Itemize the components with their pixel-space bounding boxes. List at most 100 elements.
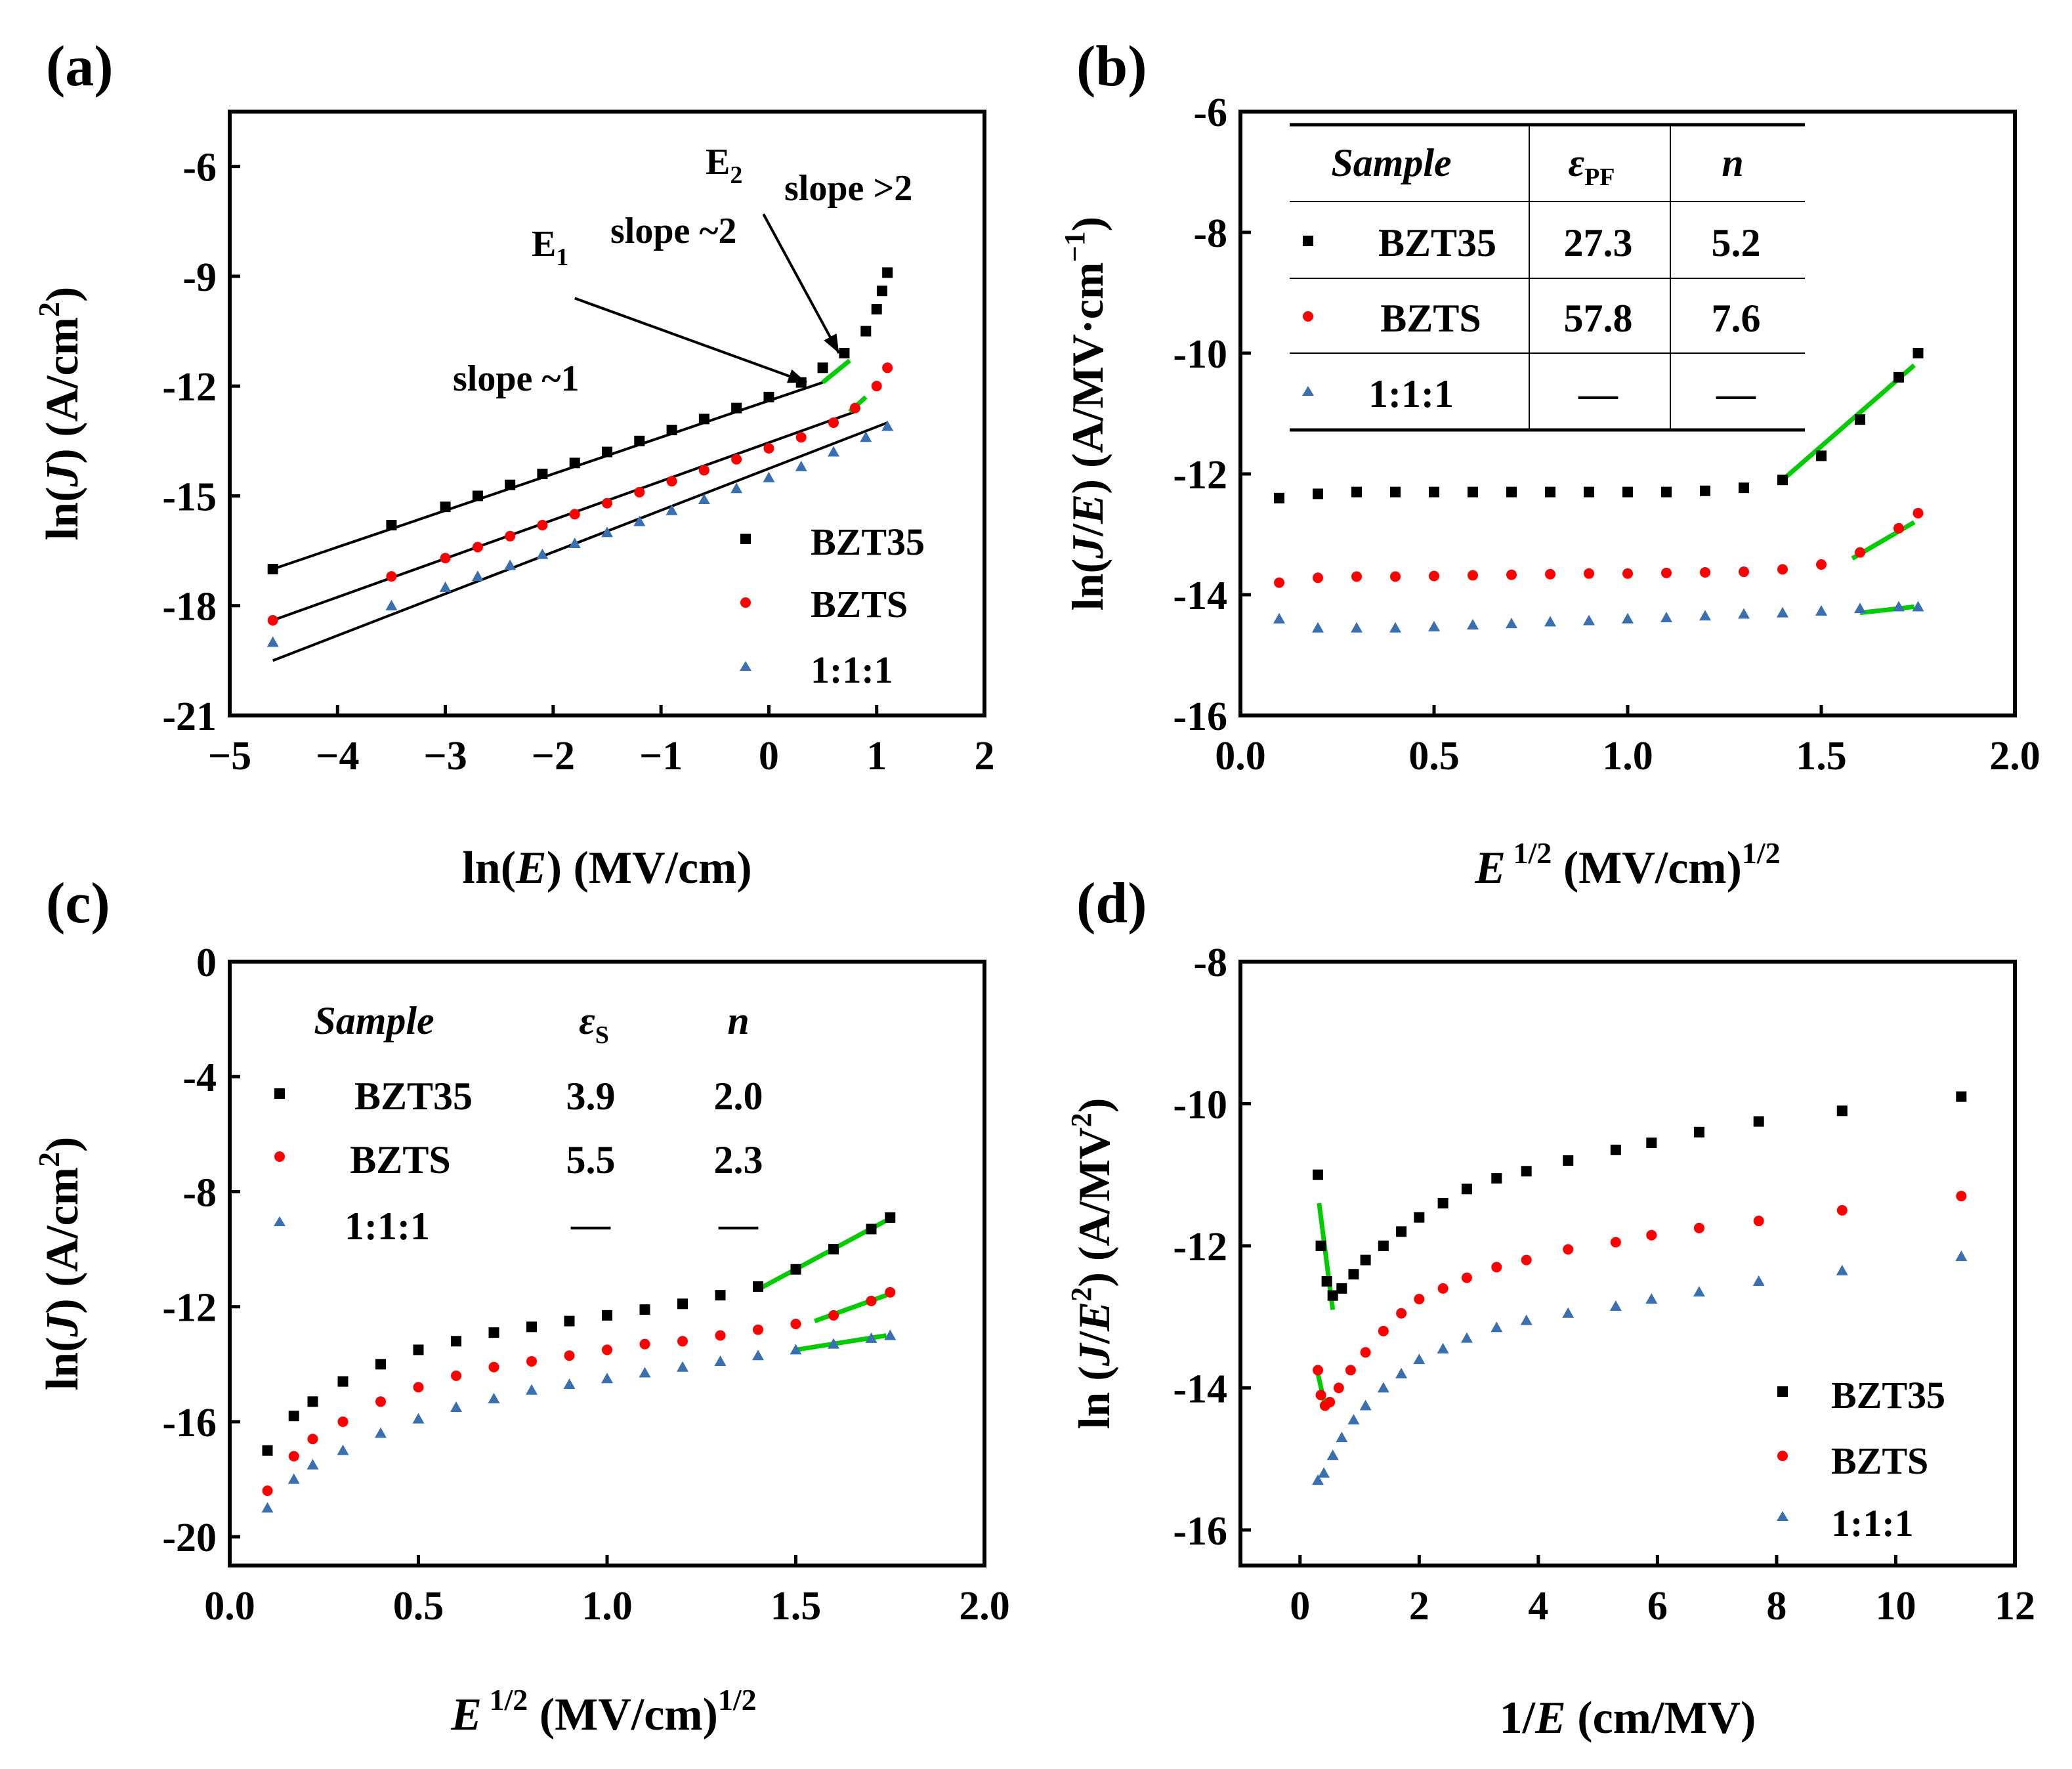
- data-point-a-BZT35: [537, 469, 548, 479]
- plot-layer-d: 0 2 4 6 8 10 12 -16 -14 -12 -10 -8: [1173, 941, 2035, 1629]
- x-tick-label-b: 1.0: [1602, 734, 1653, 778]
- table-c-r1c2: 2.3: [714, 1138, 763, 1182]
- data-point-b-BZT35: [1855, 414, 1865, 425]
- data-point-a-BZTS: [828, 417, 839, 428]
- data-point-d-111: [1395, 1367, 1408, 1378]
- data-point-a-111: [601, 526, 613, 538]
- data-point-c-BZT35: [564, 1315, 575, 1327]
- data-point-a-111: [666, 504, 678, 515]
- legend-d-marker-111: [1777, 1511, 1788, 1521]
- data-point-d-BZTS: [1396, 1308, 1407, 1319]
- data-point-b-BZTS: [1390, 571, 1401, 582]
- axes-frame-c: [228, 960, 986, 1567]
- x-axis-label-a: ln(E) (MV/cm): [462, 843, 751, 893]
- data-point-b-BZT35: [1913, 348, 1924, 358]
- data-point-a-BZTS: [731, 454, 742, 465]
- data-point-d-BZTS: [1521, 1254, 1532, 1266]
- x-tick-label-d: 2: [1409, 1584, 1429, 1629]
- y-tick-label-b: -6: [1193, 91, 1227, 135]
- data-point-c-BZTS: [790, 1319, 801, 1329]
- data-point-d-111: [1460, 1332, 1473, 1343]
- data-point-b-BZTS: [1506, 569, 1517, 580]
- data-point-d-111: [1312, 1474, 1324, 1485]
- panel-label-a: (a): [46, 35, 114, 98]
- data-point-c-BZTS: [564, 1350, 575, 1361]
- data-point-b-BZTS: [1622, 568, 1633, 579]
- data-point-b-BZTS: [1351, 571, 1362, 582]
- data-point-c-111: [865, 1332, 877, 1343]
- data-point-d-111: [1836, 1264, 1848, 1275]
- data-point-c-BZT35: [828, 1244, 839, 1255]
- data-point-b-BZTS: [1661, 567, 1672, 578]
- panel-c: (c) 0.0 0.5 1.0 1.5 2.0 -20 -16 -12 -8 -4 0 ln(J) …: [32, 872, 1010, 1740]
- data-point-a-111: [881, 420, 894, 431]
- y-tick-label-a: -6: [182, 146, 217, 190]
- data-point-b-BZT35: [1816, 450, 1827, 461]
- data-point-c-111: [601, 1373, 613, 1384]
- fit-line-c: [757, 1218, 888, 1292]
- data-point-d-BZT35: [1313, 1169, 1323, 1180]
- table-c-marker-bzts: [274, 1151, 285, 1162]
- data-point-d-BZTS: [1437, 1283, 1448, 1294]
- data-point-c-BZT35: [288, 1411, 299, 1422]
- x-tick-label-c: 0.5: [393, 1584, 444, 1629]
- data-point-c-111: [337, 1444, 349, 1455]
- data-point-a-111: [763, 471, 775, 482]
- data-point-b-BZT35: [1351, 486, 1362, 498]
- x-tick-label-a: −5: [208, 734, 251, 778]
- data-point-a-BZT35: [731, 402, 742, 414]
- data-point-c-BZTS: [262, 1485, 273, 1497]
- data-point-b-BZTS: [1700, 566, 1710, 578]
- y-tick-label-c: -12: [162, 1286, 217, 1331]
- data-point-a-BZT35: [472, 490, 483, 501]
- y-tick-label-c: -16: [162, 1401, 217, 1445]
- data-point-b-BZT35: [1700, 485, 1710, 496]
- data-point-a-BZT35: [876, 286, 887, 297]
- x-tick-label-b: 1.5: [1796, 734, 1847, 778]
- x-tick-label-a: −2: [532, 734, 575, 778]
- data-point-d-BZT35: [1321, 1276, 1332, 1287]
- table-b-r0c2: 5.2: [1712, 221, 1761, 265]
- panel-label-d: (d): [1076, 872, 1147, 935]
- x-tick-label-d: 0: [1290, 1584, 1310, 1629]
- data-point-c-BZTS: [307, 1434, 318, 1445]
- data-point-c-BZT35: [715, 1290, 726, 1301]
- y-axis-label-d: ln (J/E2) (A/MV2): [1065, 1098, 1119, 1430]
- data-point-d-BZT35: [1348, 1269, 1359, 1280]
- y-tick-label-a: -12: [162, 365, 217, 410]
- data-point-b-BZT35: [1777, 475, 1788, 486]
- table-b-r2c2: —: [1716, 372, 1756, 416]
- data-point-c-111: [307, 1459, 319, 1470]
- data-point-a-BZT35: [860, 326, 872, 337]
- table-c-r2c1: —: [570, 1203, 611, 1246]
- legend-d-marker-bzt35: [1777, 1386, 1788, 1397]
- data-point-d-111: [1318, 1467, 1330, 1478]
- data-point-b-BZTS: [1468, 570, 1478, 581]
- panel-label-c: (c): [46, 872, 110, 935]
- legend-label-111: 1:1:1: [811, 649, 893, 691]
- y-tick-label-d: -16: [1173, 1509, 1227, 1554]
- data-point-a-BZTS: [440, 553, 451, 564]
- data-point-d-111: [1693, 1286, 1705, 1297]
- data-point-b-111: [1351, 622, 1363, 633]
- data-point-b-111: [1622, 612, 1634, 624]
- data-point-d-BZT35: [1491, 1173, 1502, 1184]
- panel-a: (a) −5 −4 −3 −2 −1 0 1 2 -21 -18 -15 -12 -9 -6 ln(J) …: [32, 35, 995, 893]
- x-tick-label-c: 1.0: [581, 1584, 633, 1629]
- data-point-d-BZT35: [1836, 1105, 1848, 1117]
- annotation-slope-gt2: slope >2: [784, 168, 912, 209]
- data-point-b-BZT35: [1390, 486, 1401, 498]
- data-point-c-111: [287, 1473, 300, 1484]
- table-b: Sample εPF n BZT35 27.3 5.2 BZTS 57.8 7.…: [1290, 123, 1805, 432]
- data-point-a-BZT35: [267, 563, 278, 574]
- x-axis-label-c: E 1/2 (MV/cm)1/2: [450, 1683, 756, 1740]
- data-point-b-111: [1312, 622, 1324, 633]
- data-point-c-111: [412, 1413, 425, 1424]
- fit-line-a: [821, 358, 851, 385]
- y-tick-label-c: -4: [182, 1055, 217, 1100]
- data-point-c-111: [639, 1367, 651, 1378]
- x-tick-label-c: 0.0: [204, 1584, 255, 1629]
- table-b-r0c0: BZT35: [1378, 221, 1496, 265]
- data-point-d-BZTS: [1315, 1390, 1326, 1401]
- table-b-r2c1: —: [1578, 372, 1618, 416]
